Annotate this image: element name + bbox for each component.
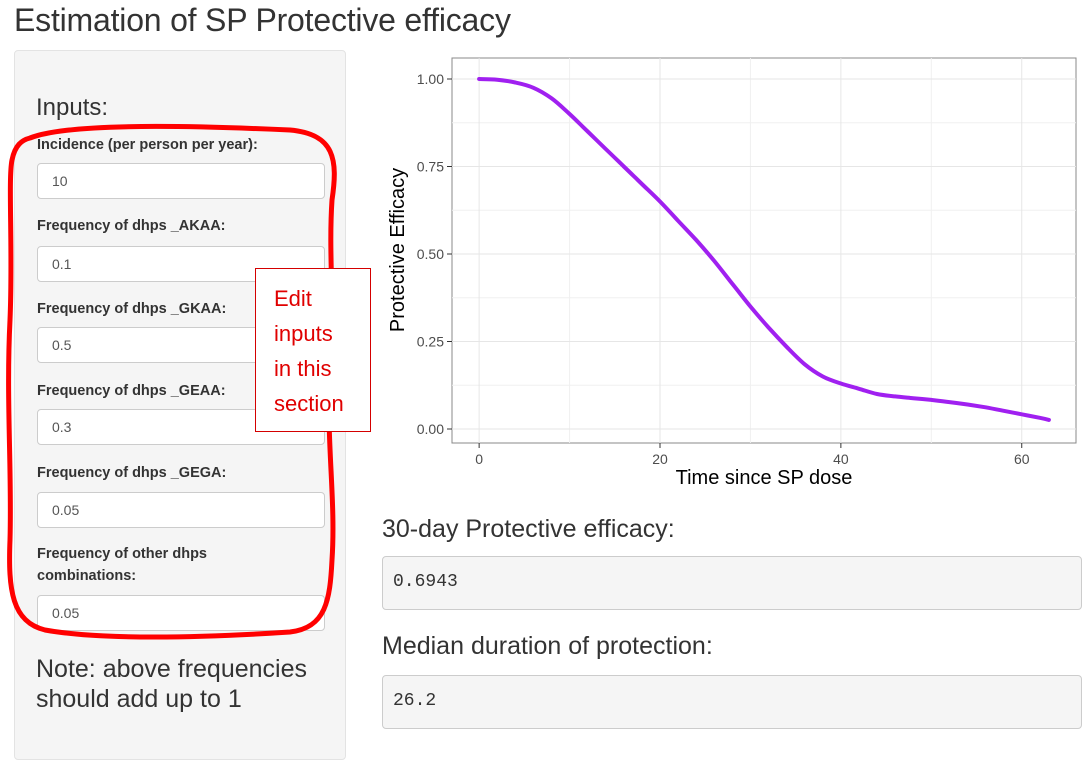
freq-other-input[interactable] <box>37 595 325 631</box>
median-output-value: 26.2 <box>382 675 1082 729</box>
efficacy-chart: 0 20 40 60 0.00 0.25 0.50 0.75 1.00 Time since S… <box>387 57 1077 489</box>
x-tick-label: 20 <box>652 451 668 467</box>
incidence-label: Incidence (per person per year): <box>37 137 258 153</box>
inputs-heading: Inputs: <box>36 94 109 121</box>
pe-output-value: 0.6943 <box>382 556 1082 610</box>
frequency-note: Note: above frequencies should add up to… <box>36 655 308 713</box>
y-tick-label: 0.75 <box>417 159 444 175</box>
grid-lines <box>452 58 1076 443</box>
freq-gega-label: Frequency of dhps _GEGA: <box>37 465 227 481</box>
x-tick-label: 0 <box>475 451 483 467</box>
pe-output-title: 30-day Protective efficacy: <box>382 515 675 543</box>
page-title: Estimation of SP Protective efficacy <box>14 2 511 38</box>
y-tick-label: 0.00 <box>417 421 444 437</box>
x-tick-label: 60 <box>1014 451 1030 467</box>
freq-gega-input[interactable] <box>37 492 325 528</box>
efficacy-curve <box>477 77 1051 422</box>
y-tick-label: 0.25 <box>417 334 444 350</box>
freq-other-label: Frequency of other dhps combinations: <box>37 546 207 584</box>
freq-akaa-label: Frequency of dhps _AKAA: <box>37 218 226 234</box>
axes: 0 20 40 60 0.00 0.25 0.50 0.75 1.00 <box>417 71 1030 467</box>
median-output-title: Median duration of protection: <box>382 632 713 660</box>
annotation-callout: Edit inputs in this section <box>255 268 371 432</box>
incidence-input[interactable] <box>37 163 325 199</box>
x-axis-title: Time since SP dose <box>676 467 853 489</box>
y-tick-label: 0.50 <box>417 246 444 262</box>
plot-panel <box>451 57 1077 444</box>
x-tick-label: 40 <box>833 451 849 467</box>
freq-gkaa-label: Frequency of dhps _GKAA: <box>37 301 227 317</box>
y-tick-label: 1.00 <box>417 71 444 87</box>
y-axis-title: Protective Efficacy <box>387 168 409 332</box>
freq-geaa-label: Frequency of dhps _GEAA: <box>37 383 226 399</box>
